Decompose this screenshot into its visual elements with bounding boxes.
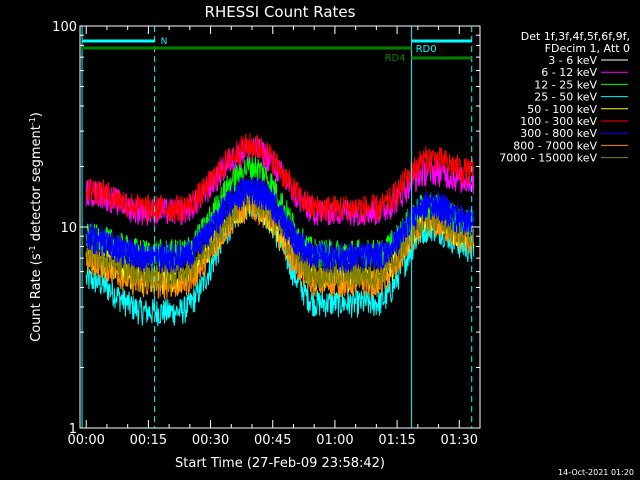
legend-label-1: 6 - 12 keV: [541, 66, 597, 79]
rd0-label: RD0: [416, 44, 437, 55]
chart-title: RHESSI Count Rates: [205, 3, 356, 21]
legend-label-7: 800 - 7000 keV: [513, 139, 597, 152]
x-tick-label-2: 00:30: [192, 433, 229, 448]
legend-label-4: 50 - 100 keV: [527, 103, 597, 116]
x-tick-label-1: 00:15: [130, 433, 167, 448]
y-tick-label-0: 1: [69, 422, 77, 437]
legend-header-line-1: Det 1f,3f,4f,5f,6f,9f,: [521, 30, 630, 43]
timestamp: 14-Oct-2021 01:20: [558, 468, 634, 477]
legend-label-3: 25 - 50 keV: [534, 91, 597, 104]
axis-layer: 1 10 100 00:00 00:15 00:30 00:45 01:00 01:15 01:3…: [52, 20, 481, 448]
x-axis-label: Start Time (27-Feb-09 23:58:42): [175, 456, 385, 471]
legend: Det 1f,3f,4f,5f,6f,9f, FDecim 1, Att 0 3…: [499, 30, 630, 165]
x-tick-label-5: 01:15: [378, 433, 415, 448]
legend-label-5: 100 - 300 keV: [520, 115, 597, 128]
y-axis-label: Count Rate (s-1 detector segment-1): [28, 112, 44, 342]
series-layer: [85, 132, 475, 327]
y-tick-label-1: 10: [60, 221, 77, 236]
rd4-label: RD4: [385, 53, 406, 64]
annotation-layer: N RD0 RD4: [81, 26, 473, 428]
series-3-6keV: [85, 132, 475, 223]
x-tick-label-6: 01:30: [441, 433, 478, 448]
night-label: N: [161, 37, 168, 47]
legend-label-2: 12 - 25 keV: [534, 78, 597, 91]
legend-label-0: 3 - 6 keV: [548, 54, 597, 67]
x-tick-label-4: 01:00: [316, 433, 353, 448]
series-300-800keV: [85, 179, 475, 274]
legend-header-line-2: FDecim 1, Att 0: [545, 42, 630, 55]
x-tick-label-0: 00:00: [67, 433, 104, 448]
x-tick-label-3: 00:45: [254, 433, 291, 448]
legend-label-8: 7000 - 15000 keV: [499, 152, 597, 165]
y-tick-label-2: 100: [52, 20, 77, 35]
legend-label-6: 300 - 800 keV: [520, 127, 597, 140]
